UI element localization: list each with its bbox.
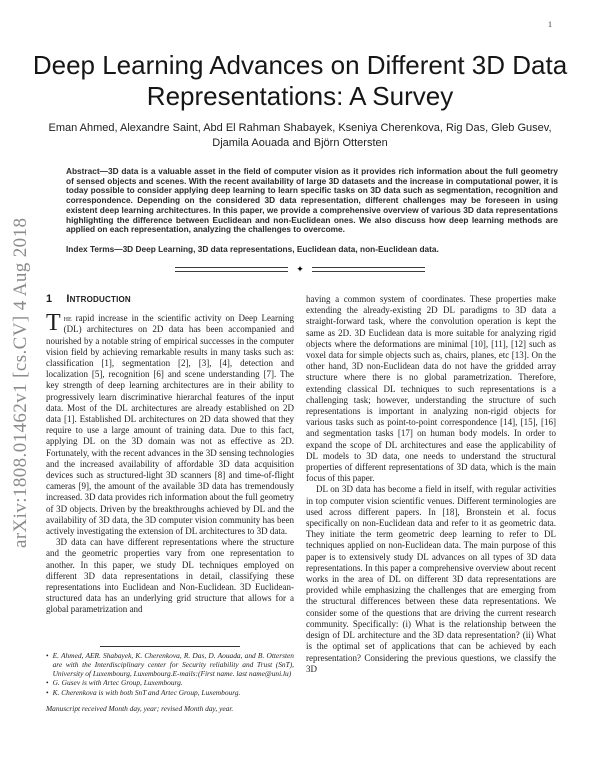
index-terms-label: Index Terms — [66, 244, 115, 254]
paper-title: Deep Learning Advances on Different 3D D… — [0, 50, 600, 112]
section-separator: ✦ — [0, 265, 600, 274]
bullet-icon: • — [46, 651, 49, 660]
footnote-block: • E. Ahmed, AER. Shabayek, K. Cherenkova… — [46, 646, 294, 714]
footnote-item: • E. Ahmed, AER. Shabayek, K. Cherenkova… — [46, 651, 294, 678]
abstract-text: —3D data is a valuable asset in the fiel… — [66, 166, 558, 235]
author-list: Eman Ahmed, Alexandre Saint, Abd El Rahm… — [0, 121, 600, 150]
intro-paragraph-3: having a common system of coordinates. T… — [306, 294, 556, 484]
paper-title-line1: Deep Learning Advances on Different 3D D… — [32, 50, 568, 80]
section-1-number: 1 — [46, 294, 53, 305]
section-1-title: Introduction — [66, 294, 131, 305]
abstract: Abstract—3D data is a valuable asset in … — [66, 166, 558, 235]
page-number: 1 — [548, 20, 552, 29]
footnote-item: • K. Cherenkova is with both SnT and Art… — [46, 688, 294, 698]
intro-paragraph-2: 3D data can have different representatio… — [46, 537, 294, 615]
dropcap-smallcaps: he — [63, 313, 72, 324]
dropcap-letter: T — [46, 310, 61, 337]
paper-title-line2: Representations: A Survey — [146, 81, 454, 111]
footnote-item-text: E. Ahmed, AER. Shabayek, K. Cherenkova, … — [52, 651, 294, 678]
index-terms: Index Terms—3D Deep Learning, 3D data re… — [66, 244, 558, 255]
intro-paragraph-1-text: rapid increase in the scientific activit… — [46, 313, 294, 537]
author-list-line2: Djamila Aouada and Björn Ottersten — [212, 136, 388, 149]
section-1-heading: 1 Introduction — [46, 294, 294, 305]
bullet-icon: • — [46, 678, 49, 688]
intro-paragraph-4: DL on 3D data has become a field in itse… — [306, 484, 556, 674]
manuscript-note: Manuscript received Month day, year; rev… — [46, 703, 234, 713]
footnote-item-text: K. Cherenkova is with both SnT and Artec… — [52, 688, 241, 698]
footnote-rule — [100, 646, 240, 647]
right-column: having a common system of coordinates. T… — [306, 294, 556, 746]
footnote-item: • G. Gusev is with Artec Group, Luxembou… — [46, 679, 294, 688]
separator-rule-left — [175, 267, 289, 272]
separator-rule-right — [311, 267, 425, 272]
footnote-item-text: G. Gusev is with Artec Group, Luxembourg… — [52, 678, 183, 688]
index-terms-text: —3D Deep Learning, 3D data representatio… — [114, 244, 439, 254]
bullet-icon: • — [46, 688, 49, 698]
diamond-icon: ✦ — [296, 264, 304, 274]
author-list-line1: Eman Ahmed, Alexandre Saint, Abd El Rahm… — [48, 122, 552, 134]
abstract-label: Abstract — [66, 166, 100, 176]
